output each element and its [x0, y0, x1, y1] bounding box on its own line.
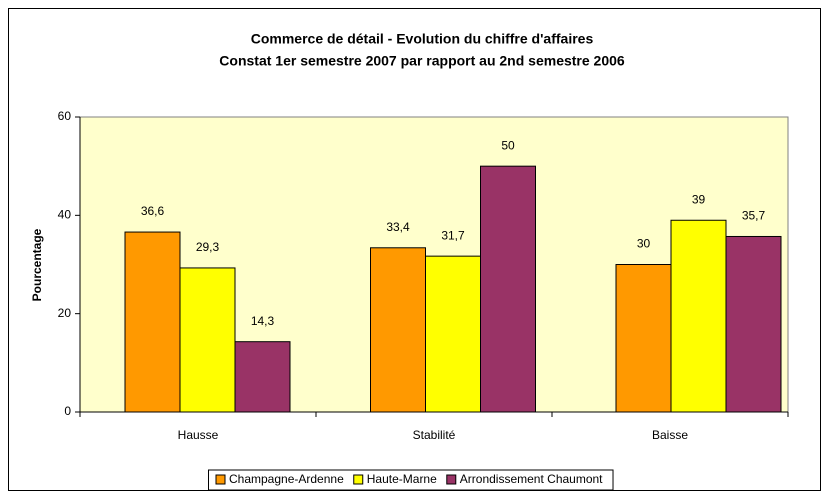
y-axis-label: Pourcentage — [30, 228, 44, 301]
bar — [124, 231, 181, 413]
value-label: 35,7 — [742, 209, 766, 223]
bar — [234, 341, 291, 413]
legend-swatch — [353, 474, 364, 485]
y-tick-label: 60 — [58, 109, 72, 123]
chart-title: Commerce de détail - Evolution du chiffr… — [251, 31, 594, 47]
y-tick-label: 0 — [64, 404, 71, 418]
legend-label: Haute-Marne — [367, 472, 437, 486]
value-label: 14,3 — [251, 314, 275, 328]
x-tick-label: Hausse — [178, 428, 219, 442]
bar — [480, 165, 536, 413]
bar — [179, 267, 236, 413]
value-label: 31,7 — [441, 228, 465, 242]
legend-box — [208, 469, 614, 491]
bar — [725, 235, 782, 413]
x-tick-label: Stabilité — [413, 428, 456, 442]
y-tick-label: 40 — [58, 208, 72, 222]
legend-label: Champagne-Ardenne — [229, 472, 344, 486]
chart-subtitle: Constat 1er semestre 2007 par rapport au… — [219, 53, 625, 69]
value-label: 29,3 — [196, 240, 220, 254]
bar — [670, 219, 727, 413]
legend: Champagne-Ardenne Haute-Marne Arrondisseme… — [208, 469, 614, 491]
value-label: 39 — [692, 192, 706, 206]
x-tick-label: Baisse — [652, 428, 688, 442]
y-tick-label: 20 — [58, 306, 72, 320]
bar — [425, 255, 481, 413]
value-label: 50 — [501, 138, 515, 152]
value-label: 30 — [637, 237, 651, 251]
legend-swatch — [215, 474, 226, 485]
legend-label: Arrondissement Chaumont — [460, 472, 603, 486]
bar — [370, 247, 426, 413]
value-label: 33,4 — [386, 220, 410, 234]
value-label: 36,6 — [141, 204, 165, 218]
legend-swatch — [446, 474, 457, 485]
bar — [615, 264, 672, 413]
